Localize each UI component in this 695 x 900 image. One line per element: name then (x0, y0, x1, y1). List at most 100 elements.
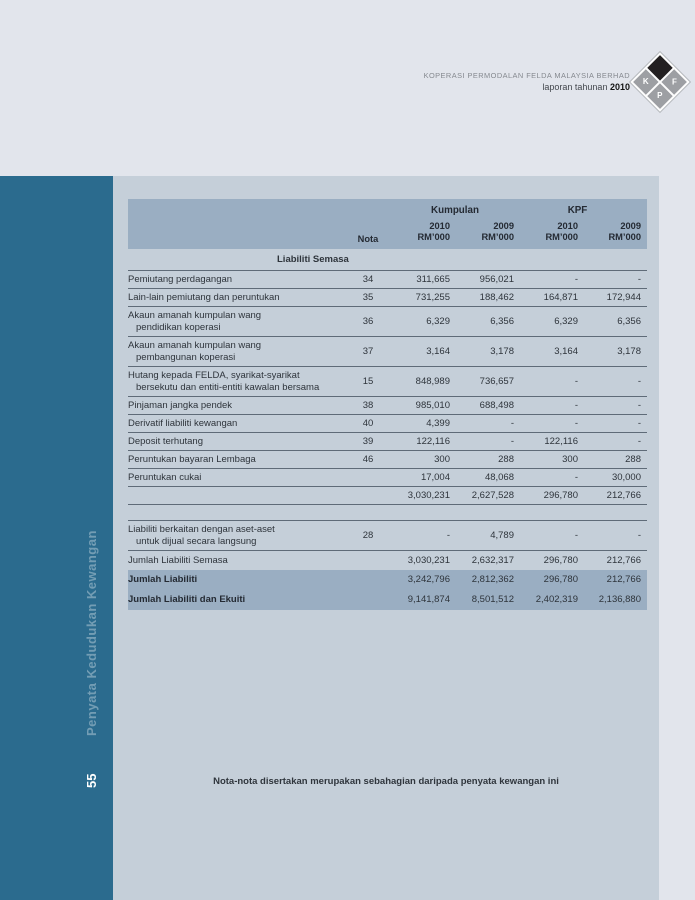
row-label-line2: bersekutu dan entiti-entiti kawalan bers… (136, 381, 320, 393)
row-nota: 28 (362, 529, 374, 541)
company-name: KOPERASI PERMODALAN FELDA MALAYSIA BERHA… (423, 71, 630, 80)
row-label-line1: Hutang kepada FELDA, syarikat-syarikat (128, 369, 300, 381)
row-label: Liabiliti berkaitan dengan aset-aset unt… (128, 524, 340, 548)
unit-label: RM’000 (545, 231, 578, 242)
value-kumpulan-2009: 3,178 (490, 345, 514, 357)
report-year: 2010 (609, 82, 630, 92)
unit-label: RM’000 (481, 231, 514, 242)
table-row (128, 505, 647, 520)
table-row: 3,030,231 2,627,528 296,780 212,766 (128, 487, 647, 505)
row-label-line1: Jumlah Liabiliti dan Ekuiti (128, 594, 246, 605)
row-label-line2: pembangunan koperasi (136, 351, 236, 363)
value-kpf-2010: 3,164 (554, 345, 578, 357)
value-kpf-2009: - (637, 273, 641, 285)
value-kpf-2010: 296,780 (543, 554, 578, 566)
value-kpf-2010: 6,329 (554, 315, 578, 327)
table-row: Lain-lain pemiutang dan peruntukan 35 73… (128, 289, 647, 307)
financial-table: Kumpulan KPF Nota 2010 RM’000 2009 RM’00… (128, 199, 647, 610)
row-label: Derivatif liabiliti kewangan (128, 418, 340, 430)
column-group-kumpulan: Kumpulan (431, 205, 479, 216)
year-label: 2010 (557, 220, 578, 231)
row-nota: 38 (362, 399, 374, 411)
row-nota: 15 (362, 375, 374, 387)
value-kpf-2009: - (637, 417, 641, 429)
row-nota: 35 (362, 291, 374, 303)
value-kpf-2010: 296,780 (543, 489, 578, 501)
column-header-kpf-2009: 2009 RM’000 (578, 221, 641, 245)
value-kpf-2009: 212,766 (606, 554, 641, 566)
section-title: Liabiliti Semasa (277, 254, 349, 265)
row-label-line1: Jumlah Liabiliti Semasa (128, 554, 228, 566)
value-kumpulan-2010: - (446, 529, 450, 541)
value-kumpulan-2009: - (510, 417, 514, 429)
row-label: Peruntukan bayaran Lembaga (128, 454, 340, 466)
row-label-line2: untuk dijual secara langsung (136, 535, 257, 547)
row-label-line1: Peruntukan bayaran Lembaga (128, 453, 256, 465)
kpf-logo: F K P (628, 50, 692, 114)
value-kumpulan-2010: 3,030,231 (407, 554, 450, 566)
table-row: Liabiliti berkaitan dengan aset-aset unt… (128, 520, 647, 551)
nota-column-header: Nota (357, 234, 379, 244)
row-label: Akaun amanah kumpulan wang pembangunan k… (128, 340, 340, 364)
masthead: KOPERASI PERMODALAN FELDA MALAYSIA BERHA… (424, 70, 630, 94)
value-kumpulan-2009: 4,789 (490, 529, 514, 541)
row-label: Jumlah Liabiliti Semasa (128, 555, 340, 567)
row-label: Pinjaman jangka pendek (128, 400, 340, 412)
value-kpf-2009: - (637, 399, 641, 411)
value-kpf-2009: 212,766 (606, 489, 641, 501)
row-label-line1: Derivatif liabiliti kewangan (128, 417, 238, 429)
column-header-kpf-2010: 2010 RM’000 (514, 221, 578, 245)
value-kumpulan-2009: - (510, 435, 514, 447)
table-body: Pemiutang perdagangan 34 311,665 956,021… (128, 271, 647, 610)
value-kpf-2009: - (637, 435, 641, 447)
value-kpf-2009: 6,356 (617, 315, 641, 327)
row-label: Peruntukan cukai (128, 472, 340, 484)
row-label-line1: Pinjaman jangka pendek (128, 399, 233, 411)
row-label: Akaun amanah kumpulan wang pendidikan ko… (128, 310, 340, 334)
value-kumpulan-2010: 848,989 (415, 375, 450, 387)
value-kpf-2010: - (574, 529, 578, 541)
value-kumpulan-2010: 4,399 (426, 417, 450, 429)
table-row: Hutang kepada FELDA, syarikat-syarikat b… (128, 367, 647, 397)
row-label: Deposit terhutang (128, 436, 340, 448)
value-kpf-2010: - (574, 471, 578, 483)
row-label-line1: Jumlah Liabiliti (128, 574, 198, 585)
value-kumpulan-2010: 17,004 (420, 471, 450, 483)
row-label-line1: Liabiliti berkaitan dengan aset-aset (128, 523, 275, 535)
row-label: Jumlah Liabiliti dan Ekuiti (128, 594, 340, 606)
footer-note: Nota-nota disertakan merupakan sebahagia… (213, 776, 559, 787)
value-kpf-2010: 2,402,319 (535, 594, 578, 605)
value-kpf-2010: - (574, 375, 578, 387)
value-kumpulan-2010: 3,030,231 (407, 489, 450, 501)
section-vertical-title: Penyata Kedudukan Kewangan (84, 530, 99, 736)
value-kumpulan-2010: 3,242,796 (407, 574, 450, 585)
table-header: Kumpulan KPF Nota 2010 RM’000 2009 RM’00… (128, 199, 647, 249)
value-kumpulan-2010: 311,665 (416, 273, 450, 285)
column-header-kumpulan-2010: 2010 RM’000 (396, 221, 450, 245)
table-row: Akaun amanah kumpulan wang pembangunan k… (128, 337, 647, 367)
table-row: Jumlah Liabiliti Semasa 3,030,231 2,632,… (128, 551, 647, 570)
row-nota: 37 (362, 345, 374, 357)
value-kumpulan-2009: 2,632,317 (471, 554, 514, 566)
value-kumpulan-2009: 736,657 (479, 375, 514, 387)
value-kumpulan-2009: 48,068 (484, 471, 514, 483)
value-kumpulan-2009: 288 (498, 453, 514, 465)
row-label: Pemiutang perdagangan (128, 274, 340, 286)
column-group-kpf: KPF (567, 205, 588, 216)
table-row: Deposit terhutang 39 122,116 - 122,116 - (128, 433, 647, 451)
year-label: 2010 (429, 220, 450, 231)
value-kumpulan-2010: 3,164 (426, 345, 450, 357)
value-kumpulan-2009: 956,021 (479, 273, 514, 285)
value-kumpulan-2009: 2,812,362 (471, 574, 514, 585)
unit-label: RM’000 (608, 231, 641, 242)
value-kpf-2009: 288 (625, 453, 641, 465)
table-row: Pinjaman jangka pendek 38 985,010 688,49… (128, 397, 647, 415)
value-kumpulan-2010: 6,329 (426, 315, 450, 327)
row-label-line1: Peruntukan cukai (128, 471, 202, 483)
table-row: Derivatif liabiliti kewangan 40 4,399 - … (128, 415, 647, 433)
table-row: Akaun amanah kumpulan wang pendidikan ko… (128, 307, 647, 337)
value-kpf-2009: - (637, 375, 641, 387)
value-kpf-2009: 2,136,880 (598, 594, 641, 605)
report-title: laporan tahunan 2010 (424, 81, 630, 94)
